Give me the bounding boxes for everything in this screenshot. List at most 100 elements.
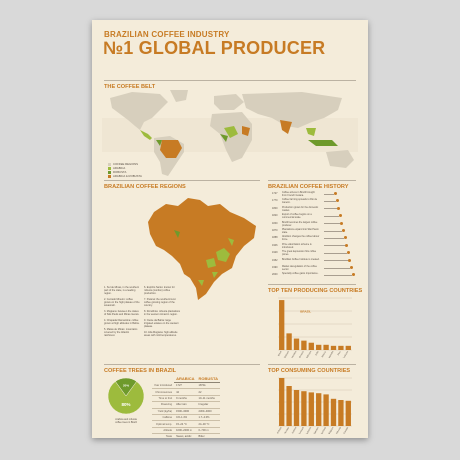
table-cell: 1.7–4.0%: [196, 414, 221, 422]
trees-pie-chart: 80% 20%: [107, 377, 145, 415]
region-note: 6. Espírito Santo: known for robusta (co…: [144, 286, 175, 295]
legend-item: COFFEE REGIONS: [108, 162, 142, 166]
timeline-line: [324, 237, 344, 239]
timeline-line: [324, 274, 352, 276]
tick-label: Vietnam: [283, 350, 290, 358]
region-note: 9. Oeste da Bahia: large irrigated estat…: [144, 319, 179, 328]
history-year: 1727: [272, 192, 278, 195]
history-text: Plantations expand into São Paulo state.: [282, 228, 319, 234]
region-note: 1. Sul de Minas, in the southern part of…: [104, 286, 140, 295]
tick-label: Switzerland: [319, 426, 328, 434]
consuming-bar-chart: Finland Norway Iceland Denmark Netherlands Sw…: [277, 377, 352, 434]
row-label: Altitude: [152, 427, 175, 435]
timeline-line: [324, 208, 338, 210]
table-row: Yield (kg/ha) 1500–3000 2300–4000: [152, 408, 221, 415]
world-map: [102, 90, 358, 176]
table-cell: 10–11 months: [196, 395, 221, 403]
timeline-line: [324, 193, 334, 195]
bar: [345, 345, 351, 350]
timeline-dot: [345, 243, 349, 247]
divider: [268, 180, 356, 181]
history-text: Export of coffee begins on a commercial …: [282, 213, 312, 220]
pie-slice: [107, 381, 145, 415]
timeline-line: [324, 230, 342, 232]
table-cell: Sweet, acidic: [174, 433, 197, 438]
history-year: 1870: [272, 229, 278, 232]
timeline-dot: [348, 258, 352, 262]
table-cell: 24–30 °C: [196, 420, 221, 428]
table-row: Taste Sweet, acidic Bitter: [152, 433, 221, 438]
tick-label: Finland: [277, 426, 283, 434]
history-year: 1952: [272, 258, 278, 262]
history-year: 1929: [272, 251, 278, 255]
row-label: Yield (kg/ha): [152, 408, 175, 415]
history-text: Coffee farming spreads to Rio de Janeiro…: [282, 198, 318, 205]
divider: [268, 364, 356, 365]
history-text: Specialty coffee gains importance.: [282, 272, 319, 276]
tick-label: Brazil: [277, 350, 283, 357]
history-text: Abolition changes the coffee labour forc…: [282, 235, 320, 242]
pie-label: 20%: [123, 383, 129, 387]
timeline-line: [324, 245, 346, 247]
timeline-line: [324, 252, 347, 254]
bar: [338, 400, 344, 426]
tick-label: Guatemala: [326, 350, 334, 358]
table-row: Flowering After rain Irregular: [152, 401, 221, 409]
legend-item: ARABICA: [108, 166, 142, 170]
table-cell: 22: [196, 388, 221, 396]
table-cell: 0.8–1.4%: [174, 414, 197, 422]
tick-label: Sweden: [314, 426, 320, 434]
tick-label: Ethiopia: [306, 350, 313, 358]
timeline-line: [324, 267, 350, 269]
table-cell: 1727: [174, 382, 197, 390]
history-year: 1840: [272, 221, 278, 225]
bar: [286, 333, 292, 350]
table-cell: 15–24 °C: [174, 420, 197, 428]
tick-label: Netherlands: [304, 426, 313, 434]
row-label: Caffeine: [152, 414, 175, 422]
divider: [104, 180, 260, 181]
coffee-trees-title: COFFEE TREES IN BRAZIL: [104, 368, 177, 374]
table-cell: 44: [174, 388, 197, 396]
tick-label: Mexico: [322, 350, 328, 358]
row-label: Taste: [152, 433, 175, 438]
history-timeline: 1727 Coffee arrives in Brazil brought fro…: [272, 191, 356, 282]
table-header: ARABICA: [174, 376, 197, 383]
timeline-dot: [334, 192, 337, 195]
top-consuming-title: TOP CONSUMING COUNTRIES: [268, 368, 351, 374]
table-cell: Bitter: [196, 433, 221, 438]
tick-label: Honduras: [342, 350, 350, 358]
table-header: ROBUSTA: [196, 376, 221, 383]
bar: [279, 378, 285, 426]
timeline-line: [324, 260, 349, 262]
table-cell: 1870s: [196, 382, 221, 390]
bar: [330, 345, 337, 350]
tick-label: Indonesia: [298, 350, 305, 358]
timeline-dot: [338, 214, 342, 218]
bar: [308, 392, 314, 426]
coffee-belt-legend: COFFEE REGIONS ARABICA ROBUSTA ARABICA &…: [108, 162, 142, 178]
history-text: Production grows for the domestic market…: [282, 205, 319, 212]
tick-label: Canada: [344, 426, 350, 434]
bar: [316, 344, 322, 350]
timeline-line: [324, 215, 339, 217]
tick-label: Norway: [284, 426, 291, 434]
history-year: 1820: [272, 214, 278, 218]
poster-title: №1 GLOBAL PRODUCER: [103, 38, 326, 58]
pie-slice: [115, 377, 137, 397]
timeline-line: [324, 200, 336, 202]
table-row: Chromosomes 44 22: [152, 388, 221, 396]
region-note: 10. Alta Mogiana: high altitude areas wi…: [144, 331, 178, 337]
history-year: 1800: [272, 206, 278, 210]
region-note: 4. Chapada Diamantina: coffee grown at h…: [104, 319, 140, 325]
timeline-dot: [342, 229, 345, 232]
bar: [316, 393, 322, 426]
poster: BRAZILIAN COFFEE INDUSTRY №1 GLOBAL PROD…: [92, 20, 368, 438]
timeline-dot: [346, 251, 350, 255]
row-label: Optimal temp.: [152, 420, 175, 428]
bar: [323, 344, 329, 350]
region-note: 2. Cerrado Mineiro: coffee grows on the …: [104, 298, 140, 307]
timeline-dot: [343, 236, 347, 240]
pie-caption-line: Arabica and robusta: [115, 418, 137, 421]
history-text: Price valorization scheme is introduced.: [282, 242, 312, 249]
